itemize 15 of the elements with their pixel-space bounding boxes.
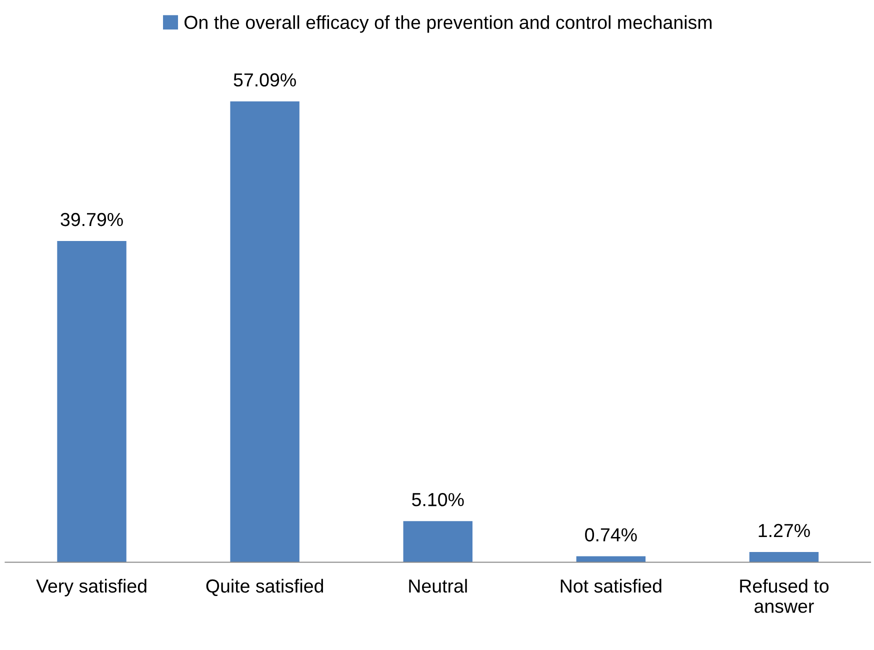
data-label: 39.79% [60,212,123,226]
x-tick-label: Very satisfied [36,578,146,596]
data-label: 1.27% [758,524,810,538]
data-label: 5.10% [412,492,464,506]
data-label: 57.09% [234,73,296,87]
bar [749,552,819,562]
x-tick-label: Neutral [409,578,467,593]
data-label: 0.74% [585,528,637,542]
x-tick-label: Refused to answer [740,578,829,613]
x-tick-label: Quite satisfied [206,578,324,596]
bar [57,241,126,562]
bar [230,101,300,562]
bar [403,521,472,562]
x-tick-label: Not satisfied [560,578,662,593]
legend-label: On the overall efficacy of the prevention and control mechanism [184,15,712,33]
